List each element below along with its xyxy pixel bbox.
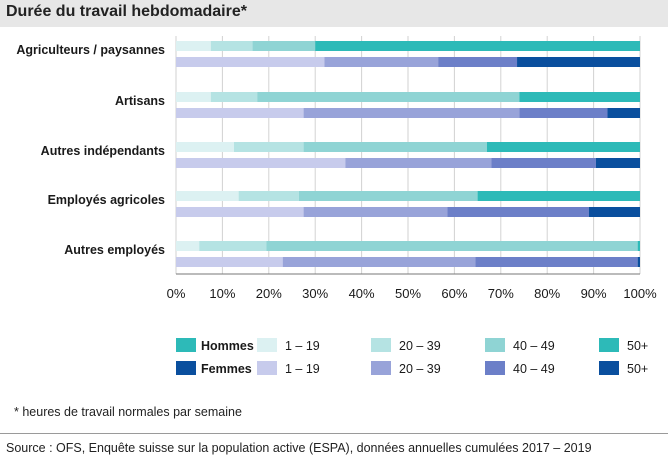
bar-segment-femmes-1: [176, 57, 325, 67]
bar-segment-femmes-3: [438, 57, 518, 67]
bar-segment-hommes-3: [298, 191, 478, 201]
legend-series-label: 40 – 49: [513, 339, 555, 353]
title-bar: Durée du travail hebdomadaire*: [0, 0, 668, 27]
legend-swatch-hommes-3: [485, 338, 505, 352]
bar-segment-hommes-4: [519, 92, 640, 102]
bar-segment-femmes-2: [303, 108, 520, 118]
legend-swatch-femmes-4: [599, 361, 619, 375]
bar-segment-hommes-4: [315, 41, 640, 51]
bar-segment-femmes-2: [282, 257, 476, 267]
divider: [0, 433, 668, 434]
bar-segment-hommes-2: [199, 241, 267, 251]
legend-swatch-hommes: [176, 338, 196, 352]
bar-segment-femmes-4: [607, 108, 640, 118]
legend-series-label: 20 – 39: [399, 362, 441, 376]
footnote: * heures de travail normales par semaine: [14, 405, 242, 419]
legend-swatch-hommes-4: [599, 338, 619, 352]
legend-series-label: 1 – 19: [285, 339, 320, 353]
source-note: Source : OFS, Enquête suisse sur la popu…: [6, 441, 592, 455]
legend-series-label: 1 – 19: [285, 362, 320, 376]
bar-segment-femmes-1: [176, 108, 304, 118]
legend-swatch-femmes: [176, 361, 196, 375]
legend-swatch-hommes-1: [257, 338, 277, 352]
x-tick-label: 60%: [441, 286, 467, 301]
bar-segment-hommes-3: [266, 241, 638, 251]
x-tick-label: 70%: [488, 286, 514, 301]
legend-series-label: 40 – 49: [513, 362, 555, 376]
legend-swatch-femmes-2: [371, 361, 391, 375]
bar-segment-hommes-4: [477, 191, 640, 201]
bar-segment-femmes-4: [637, 257, 640, 267]
x-tick-label: 80%: [534, 286, 560, 301]
bar-segment-femmes-3: [475, 257, 638, 267]
bar-segment-hommes-2: [234, 142, 304, 152]
bar-segment-femmes-1: [176, 207, 304, 217]
x-tick-label: 90%: [581, 286, 607, 301]
bar-segment-hommes-1: [176, 41, 211, 51]
x-tick-label: 0%: [167, 286, 186, 301]
x-tick-label: 40%: [349, 286, 375, 301]
bar-segment-hommes-1: [176, 241, 200, 251]
bar-segment-femmes-3: [447, 207, 589, 217]
bar-segment-femmes-4: [517, 57, 640, 67]
legend-swatch-femmes-1: [257, 361, 277, 375]
category-label: Autres indépendants: [41, 144, 165, 158]
bar-segment-femmes-4: [595, 158, 640, 168]
x-tick-label: 50%: [395, 286, 421, 301]
bar-segment-hommes-1: [176, 142, 234, 152]
legend-group-label: Hommes: [201, 339, 254, 353]
legend-series-label: 20 – 39: [399, 339, 441, 353]
x-tick-label: 20%: [256, 286, 282, 301]
legend-series-label: 50+: [627, 362, 648, 376]
category-label: Autres employés: [64, 243, 165, 257]
bar-segment-femmes-3: [519, 108, 608, 118]
legend-series-label: 50+: [627, 339, 648, 353]
bar-segment-hommes-3: [303, 142, 487, 152]
bar-segment-hommes-2: [210, 41, 253, 51]
legend-group-label: Femmes: [201, 362, 252, 376]
bar-segment-hommes-3: [257, 92, 520, 102]
category-label: Employés agricoles: [48, 193, 165, 207]
bar-segment-femmes-1: [176, 158, 346, 168]
bar-segment-hommes-1: [176, 92, 211, 102]
legend-swatch-femmes-3: [485, 361, 505, 375]
x-tick-label: 100%: [623, 286, 657, 301]
bar-segment-femmes-2: [345, 158, 492, 168]
bar-segment-hommes-2: [238, 191, 299, 201]
bar-segment-hommes-3: [252, 41, 316, 51]
bar-segment-femmes-3: [491, 158, 596, 168]
bar-segment-hommes-4: [486, 142, 640, 152]
category-label: Agriculteurs / paysannes: [16, 43, 165, 57]
bar-segment-femmes-2: [324, 57, 439, 67]
bar-segment-hommes-2: [210, 92, 258, 102]
bar-segment-femmes-2: [303, 207, 448, 217]
x-tick-label: 30%: [302, 286, 328, 301]
bar-segment-femmes-1: [176, 257, 283, 267]
chart-svg: Agriculteurs / paysannes Artisans Autres i…: [16, 36, 657, 376]
bar-segment-femmes-4: [588, 207, 640, 217]
chart-title: Durée du travail hebdomadaire*: [6, 3, 247, 20]
category-label: Artisans: [115, 94, 165, 108]
bar-segment-hommes-1: [176, 191, 239, 201]
legend-swatch-hommes-2: [371, 338, 391, 352]
bar-segment-hommes-4: [637, 241, 640, 251]
x-tick-label: 10%: [209, 286, 235, 301]
